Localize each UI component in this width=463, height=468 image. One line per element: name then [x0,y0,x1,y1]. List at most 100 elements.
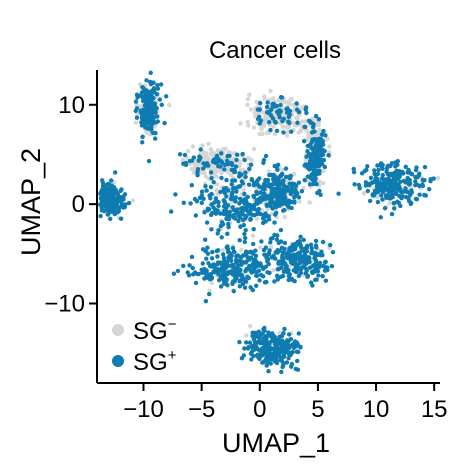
point-sg-plus [251,193,256,199]
point-sg-plus [107,202,112,208]
point-sg-plus [398,203,403,209]
point-sg-plus [143,125,148,130]
point-sg-plus [261,360,266,365]
point-sg-plus [244,340,249,345]
point-sg-plus [262,184,267,190]
point-sg-minus [280,124,286,129]
point-sg-minus [302,119,308,124]
point-sg-plus [222,167,227,172]
point-sg-plus [289,364,294,369]
point-sg-plus [152,101,157,106]
point-sg-plus [253,253,259,259]
point-sg-plus [138,108,144,113]
point-sg-plus [295,242,300,247]
point-sg-plus [280,343,285,348]
point-sg-plus [204,188,209,193]
point-sg-plus [149,96,154,102]
point-sg-plus [239,206,244,211]
point-sg-plus [404,194,409,200]
x-tick-label: −10 [123,396,164,423]
point-sg-plus [150,130,156,135]
point-sg-plus [213,196,219,201]
point-sg-plus [308,142,313,147]
legend-label: SG+ [133,347,177,376]
point-sg-plus [312,262,317,268]
point-sg-plus [244,259,249,264]
point-sg-plus [274,360,280,366]
point-sg-plus [279,358,285,363]
point-sg-plus [211,180,216,185]
y-tick-label: 10 [58,92,85,119]
point-sg-plus [377,180,382,185]
point-sg-plus [181,263,186,269]
point-sg-plus [262,328,267,333]
point-sg-plus [232,272,237,277]
point-sg-plus [403,189,408,194]
point-sg-plus [241,353,246,358]
point-sg-plus [159,102,164,108]
point-sg-plus [244,249,249,254]
point-sg-plus [262,252,267,257]
point-sg-plus [98,213,103,219]
point-sg-plus [243,174,248,180]
point-sg-plus [225,213,231,218]
point-sg-plus [373,176,378,181]
point-sg-plus [286,199,291,204]
point-sg-plus [111,198,116,203]
point-sg-plus [189,254,195,260]
point-sg-plus [306,151,312,157]
point-sg-plus [258,353,264,358]
point-sg-plus [281,262,287,267]
point-sg-plus [157,97,162,102]
point-sg-plus [278,102,283,108]
point-sg-plus [319,157,324,163]
point-sg-plus [316,117,322,122]
point-sg-plus [206,163,211,168]
point-sg-plus [393,160,398,165]
point-sg-plus [100,178,105,183]
point-sg-plus [247,182,252,187]
y-tick-label: 0 [72,191,85,218]
point-sg-plus [285,338,290,343]
point-sg-plus [249,357,254,362]
point-sg-plus [428,177,433,182]
point-sg-plus [309,246,314,251]
point-sg-plus [263,264,268,269]
point-sg-plus [203,299,209,304]
point-sg-plus [314,138,320,144]
point-sg-plus [391,180,397,185]
point-sg-plus [272,204,277,210]
point-sg-plus [239,198,244,204]
point-sg-plus [281,208,286,213]
point-sg-minus [214,181,220,187]
point-sg-plus [234,258,240,263]
point-sg-plus [209,263,214,269]
point-sg-plus [274,237,280,242]
point-sg-plus [269,347,274,352]
point-sg-plus [367,182,372,187]
point-sg-plus [293,183,299,188]
point-sg-plus [413,167,419,173]
point-sg-plus [142,121,147,126]
point-sg-plus [222,198,227,204]
point-sg-plus [280,363,286,368]
point-sg-plus [292,339,298,344]
point-sg-plus [274,351,279,356]
point-sg-minus [251,125,257,130]
point-sg-plus [304,268,309,273]
point-sg-plus [289,129,294,134]
point-sg-minus [276,98,281,103]
point-sg-plus [379,193,384,198]
point-sg-plus [233,164,239,169]
point-sg-plus [291,242,296,247]
point-sg-plus [253,339,258,345]
point-sg-plus [254,334,259,339]
point-sg-minus [253,114,258,119]
point-sg-plus [405,170,410,175]
point-sg-plus [212,265,218,271]
point-sg-plus [373,172,379,177]
point-sg-plus [224,177,229,183]
point-sg-plus [181,200,186,205]
point-sg-minus [269,211,275,216]
point-sg-plus [108,216,113,221]
